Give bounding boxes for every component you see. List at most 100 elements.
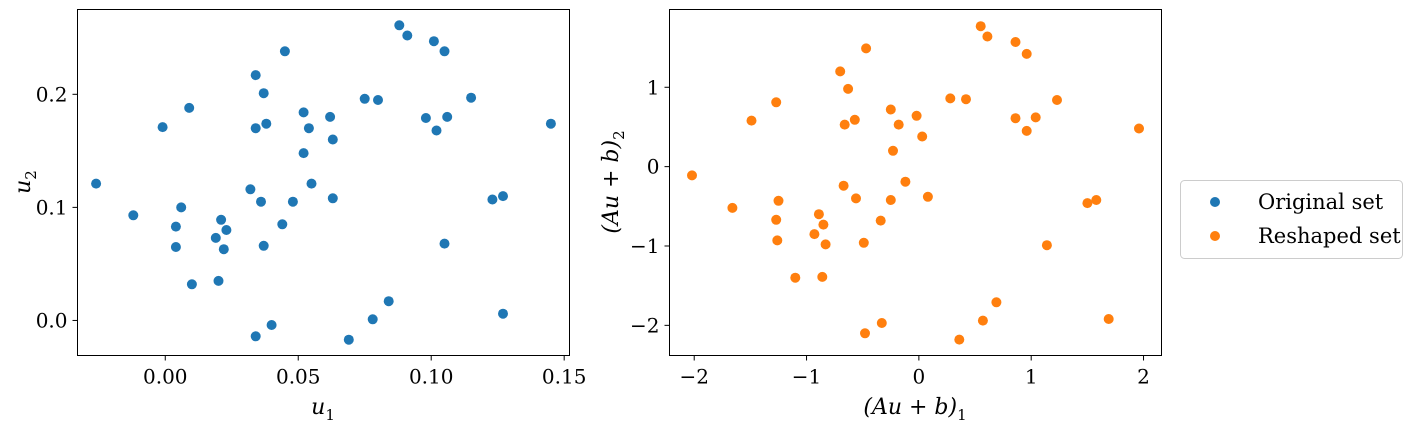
- left-data-point: [343, 334, 354, 345]
- right-data-point: [961, 94, 971, 105]
- right-data-point: [727, 202, 738, 213]
- right-data-point: [900, 176, 911, 187]
- right-x-tick-label: −2: [679, 365, 708, 389]
- left-data-point: [176, 202, 187, 213]
- right-x-tick-label: 1: [1025, 365, 1038, 389]
- right-plot-frame: [669, 9, 1162, 356]
- right-y-tick-label: 1: [647, 75, 660, 99]
- right-data-point: [817, 271, 828, 282]
- left-data-point: [218, 244, 229, 255]
- right-data-point: [809, 229, 820, 240]
- left-data-point: [128, 210, 139, 221]
- right-x-tick-label: 0: [913, 365, 926, 389]
- left-data-point: [258, 88, 269, 99]
- left-data-point: [359, 93, 370, 104]
- left-data-point: [439, 238, 450, 249]
- left-data-point: [306, 178, 317, 189]
- right-data-point: [975, 21, 986, 32]
- legend-box: [1180, 180, 1403, 259]
- left-data-point: [184, 102, 195, 113]
- left-points: [91, 20, 556, 345]
- right-data-point: [790, 272, 801, 283]
- right-x-tick-label: −1: [792, 365, 821, 389]
- left-data-point: [545, 118, 556, 129]
- left-x-tick-label: 0.10: [409, 365, 454, 389]
- left-data-point: [266, 320, 277, 330]
- left-data-point: [383, 296, 394, 307]
- left-x-axis-title-sub: 1: [325, 406, 335, 424]
- left-data-point: [394, 20, 405, 31]
- right-data-point: [813, 209, 824, 220]
- left-x-tick-label: 0.00: [143, 365, 188, 389]
- right-data-point: [991, 297, 1002, 308]
- left-data-point: [442, 111, 453, 122]
- right-data-point: [858, 237, 869, 248]
- left-y-axis-title: u2: [11, 170, 40, 194]
- left-data-point: [157, 122, 168, 133]
- right-data-point: [1021, 48, 1032, 59]
- legend-marker-original: [1210, 197, 1220, 207]
- left-data-point: [303, 123, 314, 134]
- legend-label-reshaped: Reshaped set: [1258, 224, 1401, 248]
- left-data-point: [279, 46, 290, 57]
- left-data-point: [91, 178, 102, 189]
- right-data-point: [876, 318, 887, 328]
- right-data-point: [1052, 95, 1062, 105]
- left-data-point: [186, 279, 197, 290]
- right-data-point: [982, 31, 993, 42]
- right-data-point: [875, 215, 886, 226]
- right-y-tick-label: 0: [647, 155, 660, 179]
- right-data-point: [1021, 125, 1032, 136]
- left-data-point: [277, 219, 288, 230]
- left-data-point: [210, 232, 221, 243]
- left-data-point: [439, 46, 450, 57]
- right-x-axis-title-main: (Au + b): [863, 395, 957, 420]
- right-y-axis-title-main: (Au + b): [599, 140, 624, 234]
- legend-label-original: Original set: [1258, 190, 1384, 214]
- right-data-point: [861, 43, 872, 54]
- left-plot-frame: [77, 9, 570, 356]
- right-data-point: [885, 104, 896, 115]
- left-data-point: [402, 30, 413, 41]
- right-y-tick-label: −1: [630, 234, 659, 258]
- left-data-point: [250, 331, 261, 342]
- left-data-point: [261, 118, 272, 129]
- right-y-axis-title-sub: 2: [610, 130, 628, 140]
- right-data-point: [835, 66, 846, 77]
- right-data-point: [888, 145, 898, 156]
- left-data-point: [250, 123, 261, 134]
- right-data-point: [772, 235, 783, 246]
- left-data-point: [498, 191, 508, 202]
- left-data-point: [170, 221, 181, 232]
- right-data-point: [818, 219, 829, 230]
- right-data-point: [1134, 123, 1144, 134]
- left-data-point: [221, 225, 232, 235]
- left-x-axis-title-main: u: [311, 395, 325, 420]
- right-data-point: [820, 239, 831, 250]
- right-data-point: [771, 97, 782, 108]
- left-data-point: [466, 92, 477, 103]
- right-x-ticks: −2 −1 0 1 2: [679, 355, 1150, 389]
- right-data-point: [1041, 240, 1052, 251]
- left-data-point: [258, 240, 269, 251]
- legend: Original set Reshaped set: [1180, 180, 1403, 259]
- right-data-point: [977, 315, 988, 326]
- right-x-axis-title-sub: 1: [957, 406, 967, 424]
- right-x-tick-label: 2: [1137, 365, 1150, 389]
- right-data-point: [1103, 314, 1114, 324]
- right-data-point: [771, 214, 782, 225]
- left-x-ticks: 0.00 0.05 0.10 0.15: [143, 355, 586, 389]
- left-data-point: [325, 111, 336, 122]
- legend-marker-reshaped: [1210, 231, 1220, 241]
- left-data-point: [287, 196, 298, 207]
- left-data-point: [498, 308, 508, 319]
- left-y-tick-label: 0.2: [36, 82, 68, 106]
- left-data-point: [327, 134, 338, 145]
- right-data-point: [746, 115, 757, 126]
- right-data-point: [1030, 112, 1041, 123]
- left-data-point: [327, 193, 338, 204]
- right-data-point: [1010, 113, 1021, 124]
- left-data-point: [298, 148, 309, 159]
- right-data-point: [773, 195, 784, 206]
